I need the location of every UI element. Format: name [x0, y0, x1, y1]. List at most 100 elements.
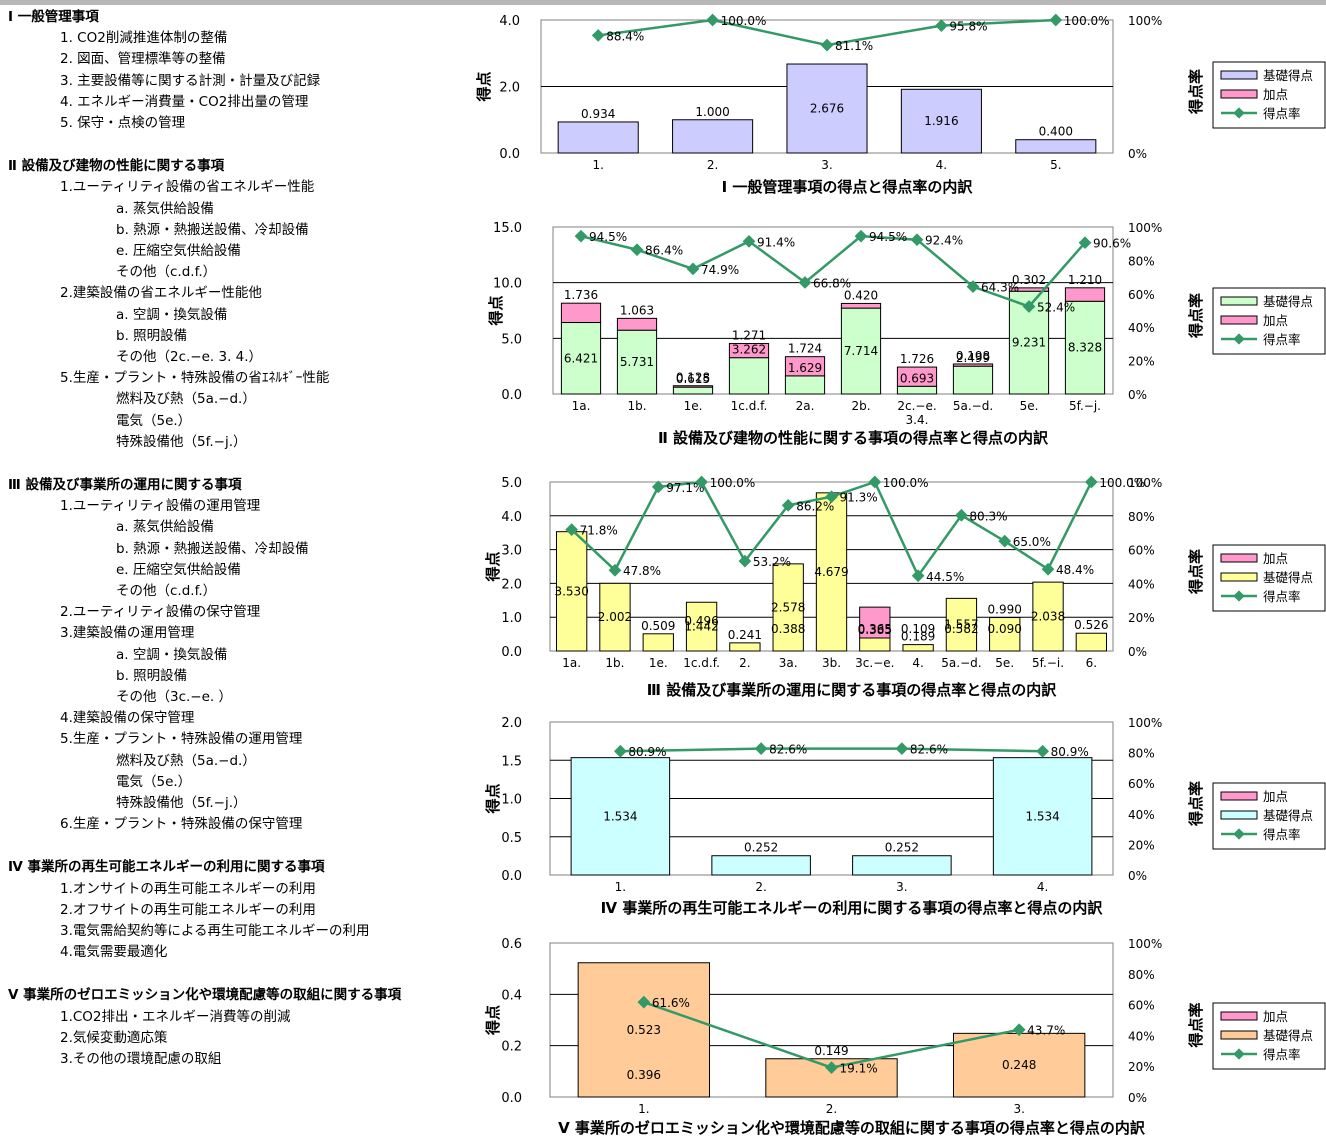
- bar-base: [786, 63, 868, 154]
- y2-tick-label: 60%: [1128, 544, 1155, 558]
- legend-label: 得点率: [1263, 1047, 1301, 1062]
- rate-value-label: 100.0%: [1064, 14, 1110, 28]
- x-tick-label: 5a.−d.: [953, 399, 993, 413]
- bar-base: [599, 582, 631, 652]
- y2-tick-label: 0%: [1128, 1091, 1147, 1105]
- y2-tick-label: 0%: [1128, 869, 1147, 883]
- y-tick-label: 1.0: [501, 611, 522, 626]
- bar-value-label: 7.714: [844, 344, 878, 358]
- bonus-value-label: 1.271: [732, 329, 766, 343]
- y2-tick-label: 40%: [1128, 1029, 1155, 1043]
- outline-item: 3.建築設備の運用管理: [60, 625, 195, 642]
- rate-marker: [630, 243, 644, 257]
- outline-item: 3. 主要設備等に関する計測・計量及び記録: [60, 72, 321, 89]
- bar-base: [902, 644, 934, 652]
- x-tick-label: 1b.: [605, 656, 624, 670]
- outline-item: 3.その他の環境配慮の取組: [60, 1051, 222, 1067]
- legend-swatch: [1220, 315, 1258, 325]
- bar-value-label: 3.530: [554, 584, 588, 598]
- bar-base: [577, 962, 711, 1098]
- outline-item: 2. 図面、管理標準等の整備: [60, 51, 226, 68]
- bar-base: [859, 637, 891, 652]
- x-tick-label: 1.: [615, 880, 626, 894]
- y-tick-label: 15.0: [493, 221, 522, 236]
- legend-label: 加点: [1263, 789, 1288, 804]
- y-tick-label: 0.5: [501, 831, 522, 846]
- chart-title: Ⅲ 設備及び事業所の運用に関する事項の得点率と得点の内訳: [647, 681, 1057, 699]
- rate-value-label: 91.4%: [757, 235, 795, 249]
- y2-tick-label: 20%: [1128, 838, 1155, 852]
- x-tick-label: 2b.: [851, 399, 870, 413]
- y2-tick-label: 100%: [1128, 716, 1162, 730]
- outline-item: 5.生産・プラント・特殊設備の省ｴﾈﾙｷﾞｰ性能: [60, 370, 330, 387]
- outline-item: 4.電気需要最適化: [60, 944, 168, 961]
- bar-bonus: [560, 302, 602, 324]
- y-tick-label: 2.0: [501, 716, 522, 731]
- y-tick-label: 0.6: [501, 937, 522, 952]
- rate-value-label: 97.1%: [666, 481, 704, 495]
- x-tick-label: 2.: [739, 656, 750, 670]
- bar-base: [557, 121, 639, 154]
- rate-marker: [1036, 744, 1049, 758]
- x-tick-label: 1a.: [572, 399, 591, 413]
- legend-swatch: [1220, 553, 1258, 563]
- bar-value-label: 1.557: [944, 618, 978, 632]
- bar-base: [616, 329, 658, 395]
- y2-tick-label: 80%: [1128, 747, 1155, 761]
- bar-bonus: [840, 302, 882, 309]
- y2-tick-label: 100%: [1128, 937, 1162, 951]
- y-tick-label: 4.0: [501, 510, 522, 525]
- rate-marker: [820, 38, 834, 52]
- bar-base: [840, 307, 882, 395]
- outline-item: 燃料及び熱（5a.−d.）: [116, 752, 256, 769]
- y2-tick-label: 100%: [1128, 476, 1162, 490]
- bar-value-label: 0.189: [901, 630, 935, 644]
- outline-item: 燃料及び熱（5a.−d.）: [116, 391, 256, 408]
- y-tick-label: 5.0: [501, 332, 522, 347]
- bar-bonus: [859, 606, 891, 639]
- y-axis-title: 得点: [487, 295, 505, 326]
- rate-value-label: 43.7%: [1027, 1024, 1065, 1038]
- x-tick-label: 2.: [755, 880, 766, 894]
- rate-value-label: 86.4%: [645, 244, 683, 258]
- rate-marker: [998, 534, 1012, 548]
- rate-marker: [614, 744, 627, 758]
- y2-tick-label: 0%: [1128, 147, 1147, 161]
- bar-value-label: 8.328: [1068, 341, 1102, 355]
- outline-item: e. 圧縮空気供給設備: [116, 243, 241, 259]
- bar-bonus: [616, 317, 658, 331]
- y2-axis-title: 得点率: [1187, 1002, 1205, 1048]
- x-tick-label: 5.: [1050, 158, 1061, 172]
- outline-item: a. 蒸気供給設備: [116, 519, 214, 536]
- bar-base: [555, 531, 588, 652]
- outline-item: 2.ユーティリティ設備の保守管理: [60, 604, 261, 621]
- bar-value-label: 4.679: [814, 565, 848, 579]
- y-tick-label: 0.0: [501, 388, 522, 403]
- top-header-strip: [0, 0, 1326, 5]
- y-tick-label: 4.0: [499, 14, 520, 29]
- bar-base: [772, 563, 804, 652]
- y-tick-label: 0.4: [501, 988, 522, 1003]
- y-tick-label: 3.0: [501, 544, 522, 559]
- bar-value-label: 0.526: [1074, 618, 1108, 632]
- x-tick-label: 3.: [1013, 1102, 1024, 1116]
- chart-title: Ⅱ 設備及び建物の性能に関する事項の得点率と得点の内訳: [658, 429, 1049, 447]
- chart-title: Ⅴ 事業所のゼロエミッション化や環境配慮等の取組に関する事項の得点率と得点の内訳: [558, 1119, 1146, 1137]
- rate-value-label: 95.8%: [949, 20, 987, 34]
- legend-label: 加点: [1263, 87, 1288, 102]
- rate-value-label: 92.4%: [925, 234, 963, 248]
- bar-value-label: 2.038: [1031, 610, 1065, 624]
- bar-base: [1032, 581, 1064, 652]
- y-tick-label: 1.5: [501, 754, 522, 769]
- x-tick-label: 4.: [1037, 880, 1048, 894]
- bar-base: [815, 492, 848, 652]
- x-tick-label: 6.: [1086, 656, 1097, 670]
- outline-item: b. 照明設備: [116, 327, 188, 344]
- rate-value-label: 61.6%: [652, 996, 690, 1010]
- legend-label: 加点: [1263, 1009, 1288, 1024]
- bar-bonus: [728, 343, 770, 359]
- x-tick-label: 5e.: [1020, 399, 1039, 413]
- y2-tick-label: 80%: [1128, 510, 1155, 524]
- x-tick-label: 1.: [592, 158, 603, 172]
- outline-item: 5. 保守・点検の管理: [60, 115, 186, 131]
